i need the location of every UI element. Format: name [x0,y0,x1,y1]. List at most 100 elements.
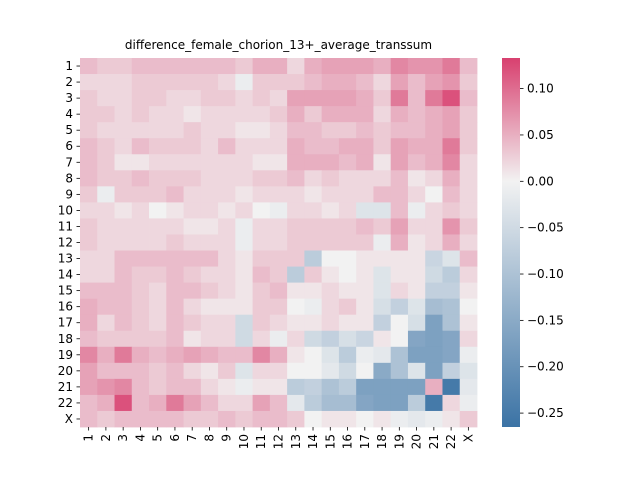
heatmap-cell [442,90,461,107]
heatmap-cell [407,282,426,300]
heatmap-cell [269,234,288,251]
heatmap-cell [131,122,150,139]
heatmap-cell [252,138,271,155]
heatmap-cell [149,378,167,396]
heatmap-cell [321,378,340,396]
heatmap-cell [166,250,184,267]
heatmap-cell [407,170,426,187]
heatmap-cell [183,106,202,123]
heatmap-cell [252,346,271,364]
heatmap-cell [321,282,340,300]
heatmap-cell [321,106,340,123]
heatmap-cell [373,218,392,235]
heatmap-cell [114,170,133,187]
heatmap-cell [338,90,357,107]
heatmap-cell [321,314,340,332]
heatmap-cell [304,330,323,348]
heatmap-cell [356,202,374,219]
heatmap-cell [407,234,426,251]
column-tick-label: 5 [151,434,165,442]
row-tick-label: 6 [65,139,73,153]
heatmap-cell [235,410,254,428]
heatmap-cell [338,282,357,300]
heatmap-cell [269,154,288,171]
heatmap-cell [183,282,202,300]
heatmap-cell [235,154,254,171]
heatmap-cell [131,282,150,300]
heatmap-cell [269,250,288,267]
heatmap-cell [407,74,426,91]
heatmap-cell [235,90,254,107]
heatmap-cell [218,410,236,428]
heatmap-cell [338,250,357,267]
heatmap-cell [235,234,254,251]
heatmap-cell [287,410,305,428]
heatmap-cell [287,394,305,412]
column-tick-labels: 1 2 3 4 5 6 7 8 9 10 11 12 13 14 15 16 17 18 19 20 21 22 X [82,427,475,449]
heatmap-cell [80,378,98,396]
heatmap-cell [407,394,426,412]
heatmap-cell [235,202,254,219]
heatmap-cell [338,154,357,171]
heatmap-cell [218,122,236,139]
heatmap-cell [114,218,133,235]
heatmap-cell [114,250,133,267]
colorbar-tick-label: 0.00 [527,174,554,188]
heatmap-cell [407,154,426,171]
heatmap-cell [459,154,478,171]
heatmap-cell [252,202,271,219]
heatmap-cell [373,330,392,348]
heatmap-cell [149,282,167,300]
row-tick-label: 20 [58,364,73,378]
heatmap-cell [97,266,115,284]
heatmap-cell [321,266,340,284]
heatmap-cell [459,250,478,267]
heatmap-cell [218,90,236,107]
heatmap-cell [183,202,202,219]
heatmap-cell [97,202,115,219]
heatmap-cell [131,58,150,75]
heatmap-cell [459,346,478,364]
heatmap-cell [338,170,357,187]
heatmap-cell [252,106,271,123]
heatmap-cell [166,234,184,251]
heatmap-cell [407,266,426,284]
heatmap-cell [80,410,98,428]
heatmap-cell [218,250,236,267]
heatmap-cell [287,186,305,203]
heatmap-cell [356,218,374,235]
row-tick-label: 7 [65,155,73,169]
heatmap-cell [459,74,478,91]
heatmap-cell [235,106,254,123]
heatmap-cell [459,394,478,412]
heatmap-cell [183,250,202,267]
heatmap-cell [97,282,115,300]
column-tick-label: 16 [341,434,355,449]
heatmap-cell [80,218,98,235]
heatmap-cell [390,186,409,203]
heatmap-cell [200,378,219,396]
heatmap-cell [425,58,443,75]
heatmap-cell [252,218,271,235]
column-tick-label: 4 [133,434,147,442]
heatmap-cell [269,314,288,332]
heatmap-cell [442,138,461,155]
heatmap-cell [200,282,219,300]
heatmap-cell [407,250,426,267]
heatmap-cell [338,218,357,235]
heatmap-cell [407,330,426,348]
heatmap-cell [200,58,219,75]
heatmap-cell [287,58,305,75]
heatmap-cell [287,282,305,300]
heatmap-cell [304,122,323,139]
row-tick-label: 12 [58,236,73,250]
heatmap-cell [218,362,236,380]
colorbar-ticks: 0.10 0.05 0.00 −0.05 −0.10 −0.15 −0.20 −0.25 [520,82,564,420]
heatmap-cell [304,186,323,203]
heatmap-cell [166,282,184,300]
heatmap-cell [442,362,461,380]
heatmap-cell [373,314,392,332]
heatmap-cell [390,90,409,107]
heatmap-cell [200,202,219,219]
column-tick-label: 19 [392,434,406,449]
